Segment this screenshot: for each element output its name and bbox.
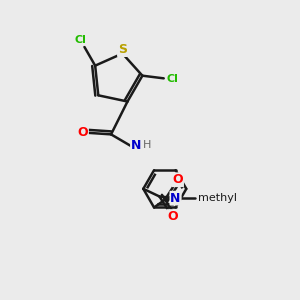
Text: O: O — [167, 210, 178, 223]
Text: S: S — [118, 43, 127, 56]
Text: N: N — [131, 139, 141, 152]
Text: Cl: Cl — [166, 74, 178, 84]
Text: N: N — [170, 192, 181, 205]
Text: O: O — [172, 173, 183, 186]
Text: O: O — [77, 126, 88, 140]
Text: Cl: Cl — [74, 35, 86, 45]
Text: methyl: methyl — [198, 193, 237, 203]
Text: H: H — [143, 140, 152, 150]
